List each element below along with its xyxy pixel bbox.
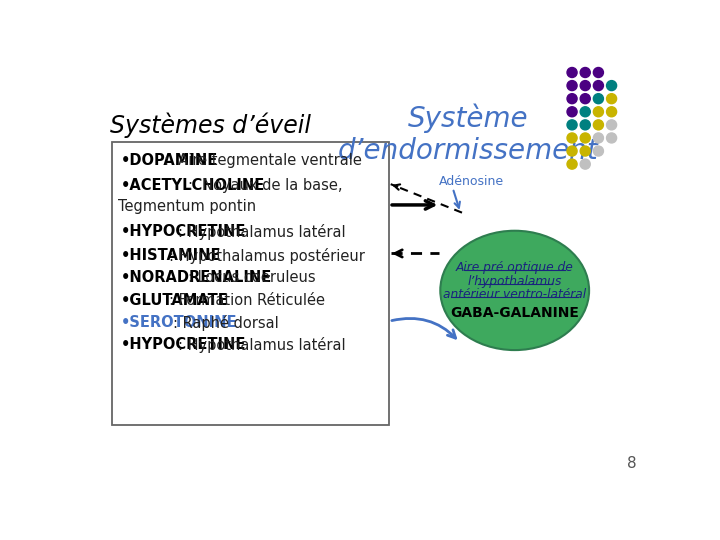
Circle shape <box>580 146 590 156</box>
Circle shape <box>580 107 590 117</box>
Text: •HYPOCRETINE: •HYPOCRETINE <box>121 224 246 239</box>
FancyBboxPatch shape <box>112 142 389 425</box>
Circle shape <box>567 68 577 78</box>
Text: •HISTAMINE: •HISTAMINE <box>121 248 222 263</box>
Circle shape <box>593 133 603 143</box>
Text: :  Aire tegmentale ventrale: : Aire tegmentale ventrale <box>164 153 361 168</box>
Circle shape <box>593 146 603 156</box>
Text: Tegmentum pontin: Tegmentum pontin <box>119 199 256 214</box>
Circle shape <box>567 133 577 143</box>
Text: : Hypothalamus postérieur: : Hypothalamus postérieur <box>168 248 364 264</box>
Circle shape <box>580 68 590 78</box>
Circle shape <box>580 120 590 130</box>
Circle shape <box>580 159 590 169</box>
Circle shape <box>580 133 590 143</box>
Circle shape <box>567 93 577 104</box>
Text: : Raphé dorsal: : Raphé dorsal <box>174 315 279 331</box>
Text: Aire pré optique de: Aire pré optique de <box>456 261 574 274</box>
Circle shape <box>593 93 603 104</box>
Text: •ACETYLCHOLINE: •ACETYLCHOLINE <box>121 178 265 193</box>
Text: •DOPAMINE: •DOPAMINE <box>121 153 218 168</box>
Circle shape <box>593 68 603 78</box>
Text: antérieur ventro-latéral: antérieur ventro-latéral <box>443 288 586 301</box>
Circle shape <box>567 146 577 156</box>
Circle shape <box>593 80 603 91</box>
Text: : Hypothalamus latéral: : Hypothalamus latéral <box>178 224 346 240</box>
Text: : Locus coeruleus: : Locus coeruleus <box>188 271 315 285</box>
Circle shape <box>567 120 577 130</box>
Circle shape <box>593 120 603 130</box>
Text: Adénosine: Adénosine <box>438 175 504 188</box>
Text: 8: 8 <box>626 456 636 471</box>
Circle shape <box>567 107 577 117</box>
Text: •SEROTONINE: •SEROTONINE <box>121 315 238 330</box>
Circle shape <box>567 159 577 169</box>
Circle shape <box>567 80 577 91</box>
Text: l’hypothalamus: l’hypothalamus <box>467 275 562 288</box>
Text: : Hypothalamus latéral: : Hypothalamus latéral <box>178 338 346 353</box>
Circle shape <box>593 107 603 117</box>
Text: :  Noyaux de la base,: : Noyaux de la base, <box>188 178 342 193</box>
Text: •GLUTAMATE: •GLUTAMATE <box>121 293 229 308</box>
Circle shape <box>580 80 590 91</box>
Circle shape <box>606 107 616 117</box>
Circle shape <box>606 80 616 91</box>
Circle shape <box>580 93 590 104</box>
Circle shape <box>606 120 616 130</box>
Text: GABA-GALANINE: GABA-GALANINE <box>450 306 579 320</box>
Text: Systèmes d’éveil: Systèmes d’éveil <box>109 112 310 138</box>
Text: •NORADRENALINE: •NORADRENALINE <box>121 271 272 285</box>
Ellipse shape <box>441 231 589 350</box>
Circle shape <box>606 93 616 104</box>
Text: Système
d’endormissement: Système d’endormissement <box>338 103 598 165</box>
Circle shape <box>606 133 616 143</box>
Text: •HYPOCRETINE: •HYPOCRETINE <box>121 338 246 353</box>
Text: : Formation Réticulée: : Formation Réticulée <box>168 293 325 308</box>
